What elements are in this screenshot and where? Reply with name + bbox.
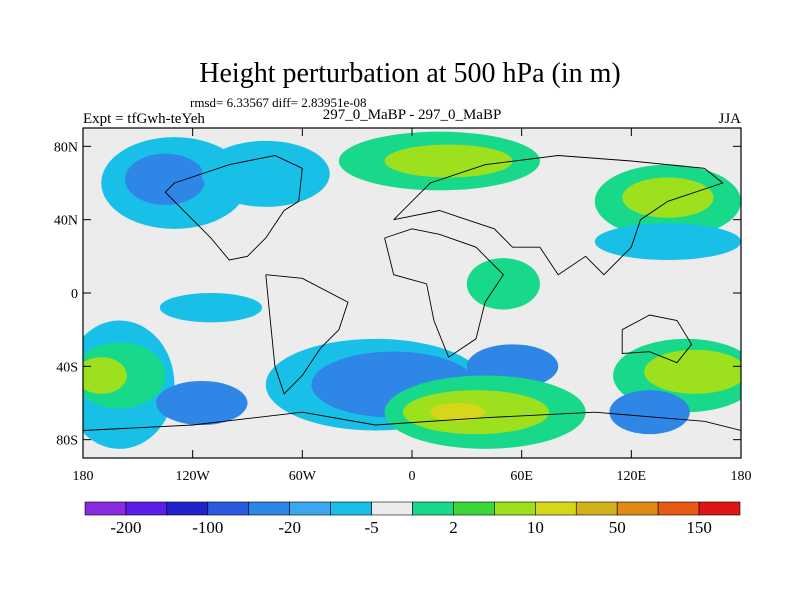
chart-title: Height perturbation at 500 hPa (in m) <box>199 58 620 89</box>
x-tick-label: 120E <box>617 469 647 484</box>
colorbar-label: -200 <box>110 518 141 537</box>
contour-region-2 <box>466 258 540 310</box>
coastline-south-america <box>265 274 349 395</box>
colorbar-swatch <box>657 501 700 516</box>
colorbar-swatch <box>535 501 577 516</box>
contour-region--20 <box>125 153 206 205</box>
y-tick-label: 40N <box>54 214 78 229</box>
colorbar-swatch <box>248 501 290 516</box>
colorbar-swatch <box>330 501 372 516</box>
coastline-antarctica <box>83 411 741 431</box>
x-tick-label: 60W <box>289 469 317 484</box>
x-tick-label: 120W <box>176 469 211 484</box>
contour-region--5 <box>159 293 263 323</box>
contour-region--20 <box>609 390 690 435</box>
colorbar-label: -20 <box>278 518 301 537</box>
colorbar-swatch <box>125 501 168 516</box>
colorbar-swatch <box>412 501 454 516</box>
y-tick-label: 40S <box>56 360 78 375</box>
y-tick-label: 0 <box>71 287 78 302</box>
contour-region-10 <box>622 177 714 218</box>
colorbar-swatch <box>453 501 495 516</box>
colorbar-label: -100 <box>192 518 223 537</box>
expt-label: Expt = tfGwh-teYeh <box>83 111 205 127</box>
season-label: JJA <box>718 111 741 127</box>
coastline-north-america <box>164 155 303 261</box>
colorbar-label: 10 <box>527 518 544 537</box>
x-tick-label: 180 <box>731 469 752 484</box>
contour-region--5 <box>201 140 330 207</box>
x-tick-label: 180 <box>73 469 94 484</box>
colorbar-swatch <box>494 501 536 516</box>
contour-fields <box>83 131 741 449</box>
contour-region-10 <box>83 357 127 394</box>
y-tick-label: 80N <box>54 140 78 155</box>
colorbar-swatch <box>575 501 618 516</box>
colorbar-swatch <box>84 501 127 516</box>
colorbar-label: 150 <box>686 518 712 537</box>
contour-region--5 <box>594 223 741 260</box>
x-tick-label: 0 <box>409 469 416 484</box>
colorbar-swatch <box>207 501 250 516</box>
x-axis: 180 120W 60W 0 60E 120E 180 <box>73 128 752 484</box>
colorbar-swatch <box>289 501 331 516</box>
colorbar-swatch <box>166 501 209 516</box>
coastlines <box>83 155 741 431</box>
coastline-australia <box>621 314 693 364</box>
center-label: 297_0_MaBP - 297_0_MaBP <box>323 107 502 123</box>
contour-region-10 <box>644 349 741 394</box>
stats-line: rmsd= 6.33567 diff= 2.83951e-08 <box>190 95 367 110</box>
coastline-africa <box>384 228 504 358</box>
colorbar: -200 -100 -20 -5 2 10 50 150 <box>84 501 741 537</box>
y-tick-label: 80S <box>56 434 78 449</box>
colorbar-swatch <box>698 501 741 516</box>
contour-region--20 <box>156 381 248 425</box>
colorbar-label: 50 <box>609 518 626 537</box>
colorbar-swatch <box>371 501 413 516</box>
colorbar-label: -5 <box>364 518 378 537</box>
colorbar-swatch <box>616 501 659 516</box>
x-tick-label: 60E <box>510 469 533 484</box>
y-axis: 80N 40N 0 40S 80S <box>54 140 741 449</box>
colorbar-label: 2 <box>449 518 458 537</box>
coastline-eurasia <box>393 155 724 276</box>
contour-region-10 <box>384 144 513 178</box>
contour-region-50 <box>430 403 486 422</box>
